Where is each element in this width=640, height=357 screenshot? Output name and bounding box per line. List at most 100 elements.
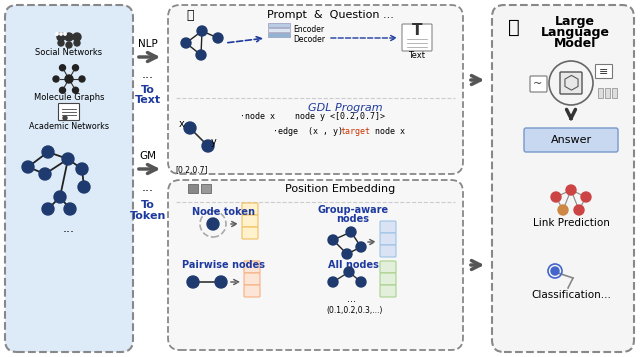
FancyBboxPatch shape	[402, 24, 432, 51]
Text: Language: Language	[541, 25, 609, 39]
Text: nodes: nodes	[337, 214, 369, 224]
Text: GDL Program: GDL Program	[308, 103, 382, 113]
Circle shape	[202, 140, 214, 152]
Circle shape	[213, 33, 223, 43]
Text: Model: Model	[554, 36, 596, 50]
Circle shape	[197, 26, 207, 36]
Circle shape	[64, 33, 66, 35]
Bar	[268, 32, 290, 37]
Circle shape	[78, 181, 90, 193]
Text: ...: ...	[142, 181, 154, 193]
Text: Classification...: Classification...	[531, 290, 611, 300]
Circle shape	[346, 227, 356, 237]
Circle shape	[42, 146, 54, 158]
Text: Text: Text	[135, 95, 161, 105]
Circle shape	[65, 33, 73, 41]
FancyBboxPatch shape	[380, 221, 396, 233]
Text: Text: Text	[408, 50, 426, 60]
Bar	[188, 184, 198, 193]
FancyBboxPatch shape	[5, 5, 133, 352]
Circle shape	[73, 33, 81, 41]
Circle shape	[63, 116, 67, 120]
Circle shape	[60, 33, 62, 35]
Circle shape	[181, 38, 191, 48]
FancyBboxPatch shape	[168, 180, 463, 350]
Circle shape	[184, 122, 196, 134]
FancyBboxPatch shape	[242, 215, 258, 227]
FancyBboxPatch shape	[244, 261, 260, 273]
Text: ⬡: ⬡	[563, 74, 579, 92]
FancyBboxPatch shape	[244, 273, 260, 285]
Circle shape	[22, 161, 34, 173]
FancyBboxPatch shape	[492, 5, 634, 352]
Circle shape	[187, 276, 199, 288]
Text: To: To	[141, 85, 155, 95]
FancyBboxPatch shape	[380, 261, 396, 273]
Text: Pairwise nodes: Pairwise nodes	[182, 260, 264, 270]
Text: Token: Token	[130, 211, 166, 221]
Circle shape	[62, 153, 74, 165]
Circle shape	[56, 33, 58, 35]
Circle shape	[72, 87, 79, 93]
Circle shape	[574, 205, 584, 215]
Text: Large: Large	[555, 15, 595, 27]
FancyBboxPatch shape	[595, 65, 612, 79]
Circle shape	[54, 191, 66, 203]
Text: ...: ...	[346, 294, 355, 304]
Text: 📄: 📄	[186, 9, 194, 21]
Text: ...: ...	[142, 67, 154, 80]
Circle shape	[60, 87, 65, 93]
Bar	[605, 88, 610, 98]
Bar	[201, 184, 211, 193]
Text: ≡: ≡	[599, 67, 609, 77]
Text: target: target	[340, 126, 370, 136]
Circle shape	[342, 249, 352, 259]
Circle shape	[65, 75, 73, 83]
Circle shape	[356, 277, 366, 287]
FancyBboxPatch shape	[380, 233, 396, 245]
Text: (0.1,0.2,0.3,...): (0.1,0.2,0.3,...)	[327, 306, 383, 315]
Circle shape	[58, 40, 64, 46]
Text: Prompt  &  Question ...: Prompt & Question ...	[267, 10, 394, 20]
Text: Molecule Graphs: Molecule Graphs	[34, 92, 104, 101]
FancyBboxPatch shape	[524, 128, 618, 152]
Text: ·node x    node y <[0.2,0.7]>: ·node x node y <[0.2,0.7]>	[241, 111, 385, 121]
FancyBboxPatch shape	[380, 273, 396, 285]
Text: Group-aware: Group-aware	[317, 205, 388, 215]
Circle shape	[215, 276, 227, 288]
Text: node x: node x	[370, 126, 405, 136]
Circle shape	[551, 192, 561, 202]
Circle shape	[344, 267, 354, 277]
Text: T: T	[412, 22, 422, 37]
Text: ...: ...	[63, 222, 75, 236]
Text: NLP: NLP	[138, 39, 158, 49]
Circle shape	[558, 205, 568, 215]
Text: To: To	[141, 200, 155, 210]
Text: y: y	[211, 137, 217, 147]
Bar	[612, 88, 617, 98]
Circle shape	[74, 40, 80, 46]
Text: [0.2,0.7]: [0.2,0.7]	[176, 166, 208, 175]
Text: Position Embedding: Position Embedding	[285, 184, 395, 194]
FancyBboxPatch shape	[168, 5, 463, 174]
Text: Encoder: Encoder	[293, 25, 324, 34]
Circle shape	[328, 235, 338, 245]
Circle shape	[42, 203, 54, 215]
Circle shape	[207, 218, 219, 230]
FancyBboxPatch shape	[242, 227, 258, 239]
FancyBboxPatch shape	[242, 203, 258, 215]
Bar	[268, 22, 290, 27]
Circle shape	[581, 192, 591, 202]
Circle shape	[566, 185, 576, 195]
Bar	[598, 88, 603, 98]
Circle shape	[72, 65, 79, 71]
Text: GM: GM	[140, 151, 157, 161]
Circle shape	[60, 65, 65, 71]
FancyBboxPatch shape	[380, 285, 396, 297]
Circle shape	[328, 277, 338, 287]
Circle shape	[64, 203, 76, 215]
Bar	[268, 27, 290, 32]
Text: 🔥: 🔥	[508, 17, 520, 36]
Text: Decoder: Decoder	[293, 35, 325, 44]
Text: x: x	[179, 119, 185, 129]
